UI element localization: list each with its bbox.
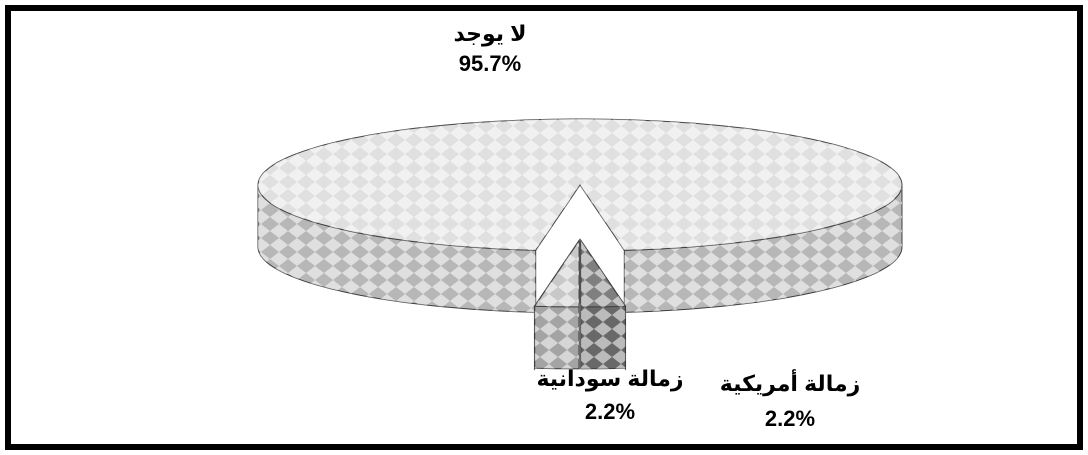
slice-value-label: 2.2% [585,399,635,424]
slice-category-label: لا يوجد [453,21,526,47]
labels: لا يوجد 95.7% زمالة أمريكية 2.2% زمالة سودان… [453,21,860,431]
slice-pattern [534,240,580,307]
slice-wall-pattern [581,306,626,369]
slice-value-label: 95.7% [459,51,521,76]
slice-pattern [258,119,902,251]
slice-value-label: 2.2% [765,406,815,431]
slice-category-label: زمالة سودانية [536,366,683,392]
pie [257,118,903,371]
slice-wall-pattern [258,185,536,313]
slice-wall-pattern [624,185,902,313]
slice-pattern [580,240,626,307]
slice-wall-pattern [534,306,579,369]
slice-category-label: زمالة أمريكية [720,368,861,397]
